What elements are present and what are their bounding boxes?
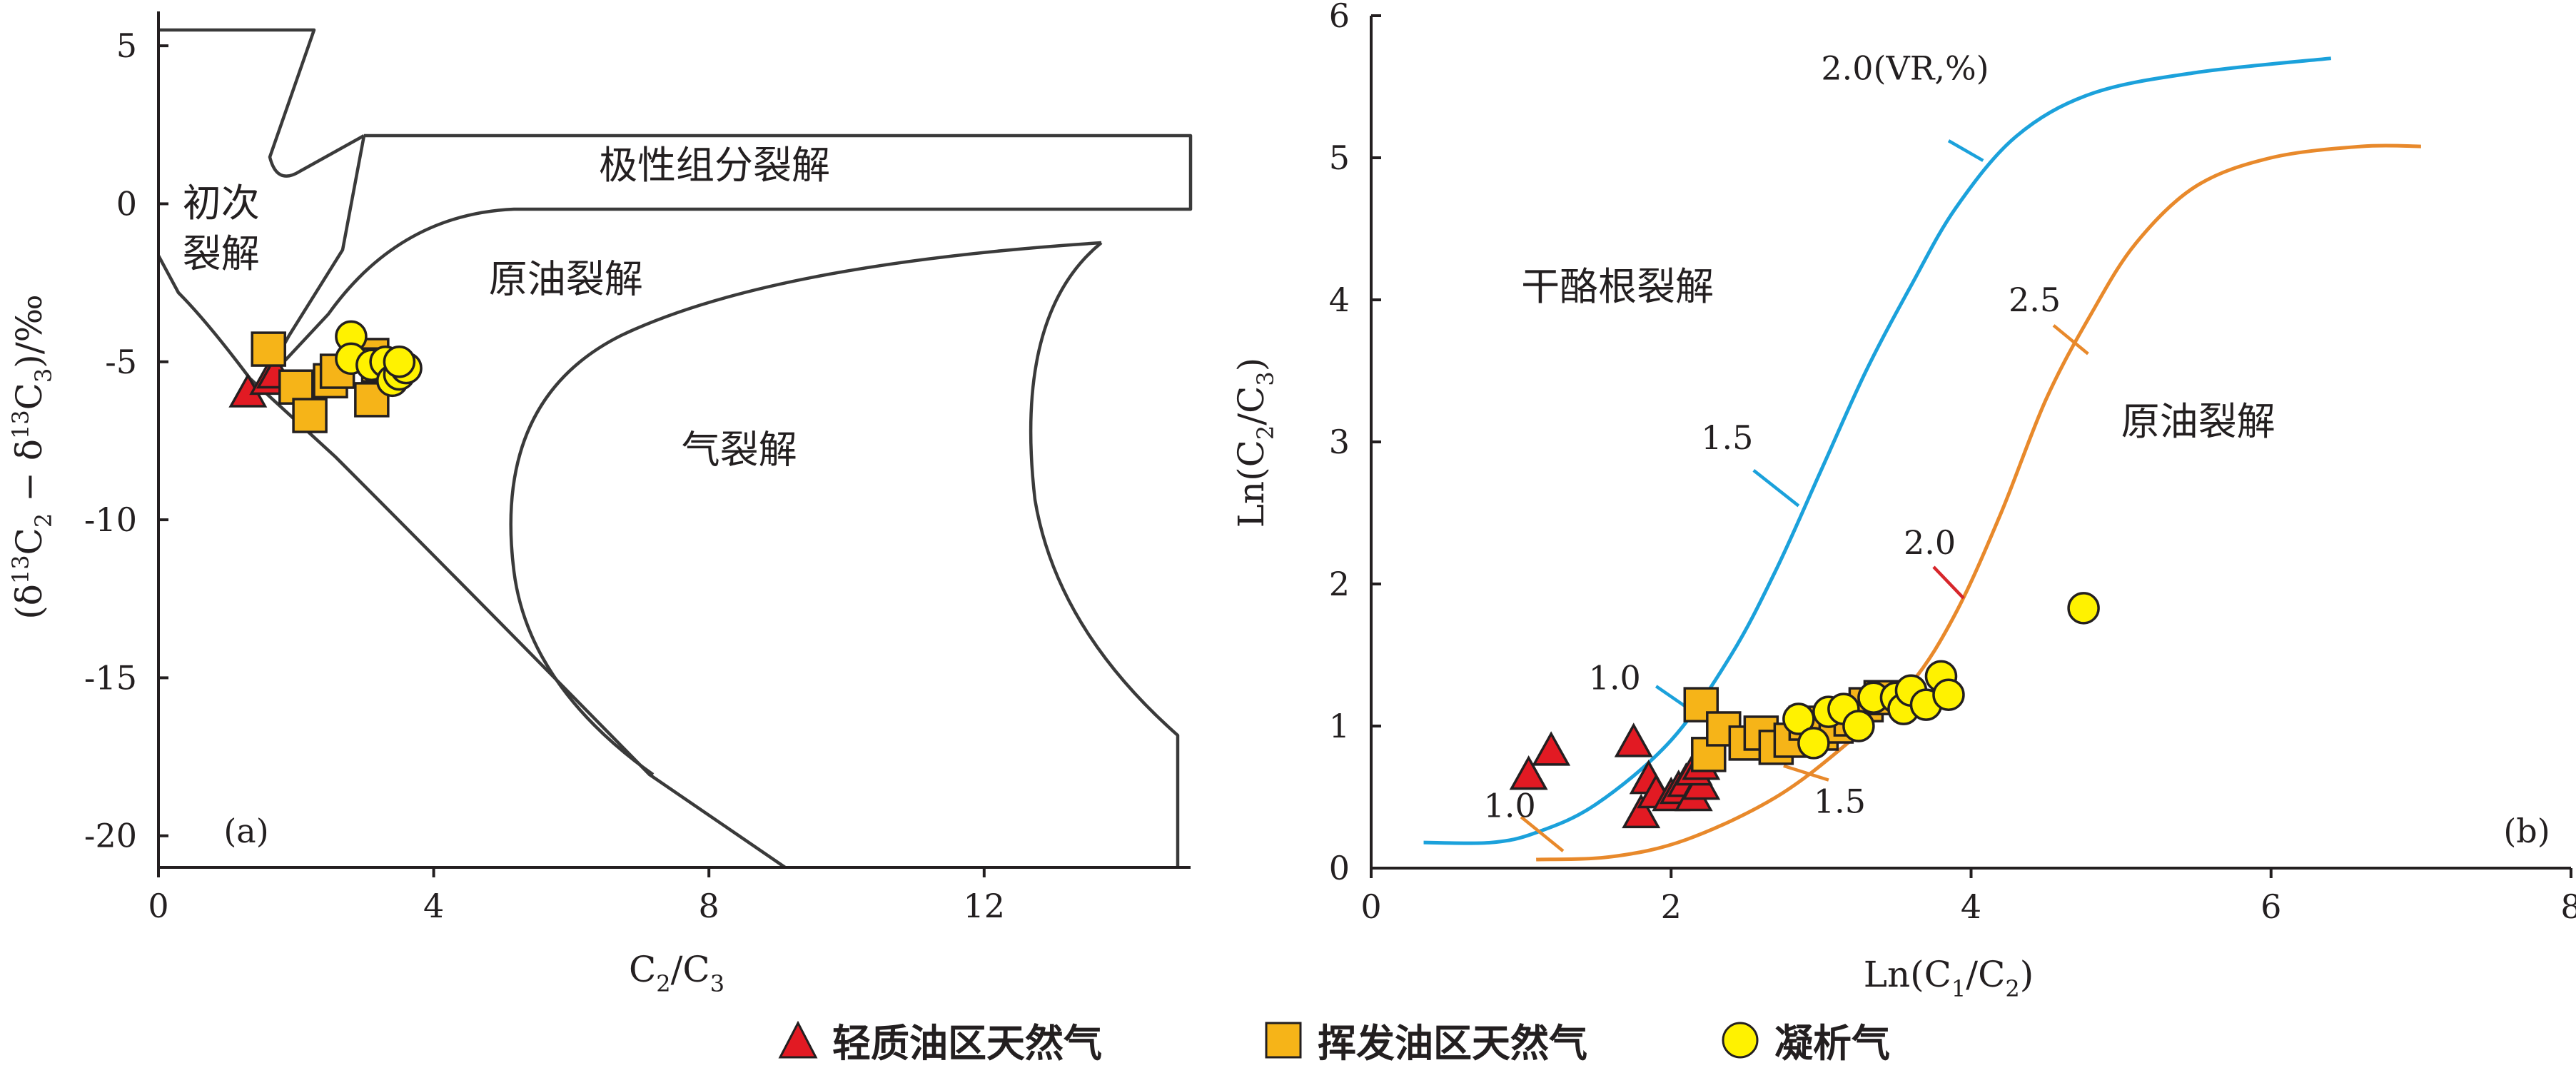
- panel-a-ylabel: (δ13C2 − δ13C3)/‰: [7, 294, 57, 620]
- y-tick-label: 5: [1329, 138, 1350, 177]
- region-label: 极性组分裂解: [599, 143, 830, 188]
- curve-label: 1.5: [1814, 782, 1866, 820]
- y-tick-label: 2: [1329, 565, 1350, 603]
- panel-b-points: [1509, 592, 2100, 829]
- y-tick-label: 3: [1329, 423, 1350, 461]
- circle-marker-icon: [1722, 1022, 1759, 1058]
- circle-point: [1932, 678, 1965, 711]
- panel-b: 0 2 4 6 8 0 1 2 3 4 5 6 2.0(VR,%) 1.5 1.0 2.5 2.0 1.0 1.5…: [1231, 0, 2576, 1002]
- panel-a-xlabel: C2/C3: [629, 949, 724, 997]
- y-tick-label: -5: [105, 343, 137, 381]
- x-tick-label: 4: [423, 887, 444, 925]
- panel-b-vr-curves: [1423, 56, 2421, 862]
- legend-label: 凝析气: [1774, 1021, 1890, 1066]
- circle-point: [1797, 727, 1830, 760]
- legend-item-volatile-oil-gas: 挥发油区天然气: [1263, 1012, 1587, 1067]
- curve-label: 2.0(VR,%): [1821, 49, 1989, 88]
- panel-a-points: [228, 320, 423, 433]
- curve-label-leader: [1520, 815, 1565, 852]
- y-tick-label: 6: [1329, 0, 1350, 35]
- panel-b-xlabel: Ln(C1/C2): [1864, 954, 2034, 1002]
- circle-point: [1842, 710, 1875, 742]
- x-tick-label: 2: [1661, 887, 1682, 926]
- curve-label: 1.0: [1484, 786, 1536, 825]
- triangle-marker-icon: [778, 1020, 818, 1058]
- triangle-point: [1532, 731, 1571, 766]
- legend-item-light-oil-gas: 轻质油区天然气: [778, 1012, 1102, 1067]
- legend-label: 轻质油区天然气: [832, 1021, 1102, 1066]
- x-tick-label: 0: [1360, 887, 1381, 926]
- boundary-primary-top: [158, 28, 365, 178]
- vr-curve-blue: [1423, 56, 2332, 845]
- panel-b-curve-labels: 2.0(VR,%) 1.5 1.0 2.5 2.0 1.0 1.5: [1484, 49, 2089, 852]
- panel-a-field-boundaries: [157, 28, 1193, 869]
- legend-item-condensate-gas: 凝析气: [1720, 1012, 1890, 1067]
- region-label: 裂解: [183, 231, 260, 276]
- panel-a-ticks: 0 4 8 12 5 0 -5 -10 -15 -20: [84, 26, 1005, 925]
- legend: 轻质油区天然气 挥发油区天然气 凝析气: [0, 1012, 2576, 1067]
- circle-point: [1782, 702, 1815, 735]
- curve-label: 1.0: [1589, 658, 1641, 697]
- x-tick-label: 0: [148, 887, 168, 925]
- x-tick-label: 4: [1961, 887, 1981, 926]
- curve-label-leader: [1932, 565, 1965, 600]
- curve-label-leader: [1752, 469, 1800, 508]
- boundary-gas-right: [1029, 241, 1180, 867]
- y-tick-label: 5: [116, 26, 137, 65]
- region-label: 干酪根裂解: [1521, 264, 1714, 309]
- boundary-gas-cracking: [509, 241, 1102, 776]
- region-label: 原油裂解: [489, 256, 643, 301]
- triangle-point: [1614, 722, 1653, 757]
- square-point: [251, 331, 286, 367]
- y-tick-label: 0: [1329, 849, 1350, 887]
- curve-label-leader: [1783, 764, 1829, 782]
- square-point: [1683, 687, 1719, 722]
- region-label: 初次: [183, 181, 260, 226]
- circle-point: [383, 346, 416, 378]
- y-tick-label: -15: [84, 658, 137, 697]
- panel-b-ylabel: Ln(C2/C3): [1231, 358, 1279, 528]
- y-tick-label: 0: [116, 184, 137, 223]
- x-tick-label: 12: [964, 887, 1006, 925]
- panel-b-label: (b): [2503, 812, 2550, 850]
- boundary-polar-box: [277, 134, 1193, 369]
- curve-label-leader: [1947, 139, 1984, 162]
- triangle-point: [1509, 755, 1548, 790]
- y-tick-label: -10: [84, 500, 137, 539]
- legend-label: 挥发油区天然气: [1318, 1021, 1587, 1066]
- curve-label: 1.5: [1701, 418, 1753, 457]
- x-tick-label: 6: [2261, 887, 2281, 926]
- vr-curve-orange: [1536, 143, 2421, 862]
- square-point: [292, 398, 328, 433]
- region-label: 原油裂解: [2121, 399, 2276, 444]
- x-tick-label: 8: [2560, 887, 2576, 926]
- curve-label: 2.0: [1904, 523, 1956, 562]
- x-tick-label: 8: [699, 887, 719, 925]
- square-marker-icon: [1265, 1022, 1302, 1058]
- panel-a-label: (a): [223, 812, 268, 850]
- y-tick-label: 4: [1329, 281, 1350, 319]
- curve-label: 2.5: [2009, 281, 2061, 319]
- y-tick-label: -20: [84, 817, 137, 855]
- boundary-primary-left: [157, 254, 787, 869]
- circle-point: [2067, 592, 2100, 625]
- triangle-point: [1622, 793, 1661, 829]
- y-tick-label: 1: [1329, 707, 1350, 745]
- panel-b-ticks: 0 2 4 6 8 0 1 2 3 4 5 6: [1329, 0, 2576, 926]
- region-label: 气裂解: [682, 427, 797, 472]
- curve-label-leader: [2052, 324, 2089, 356]
